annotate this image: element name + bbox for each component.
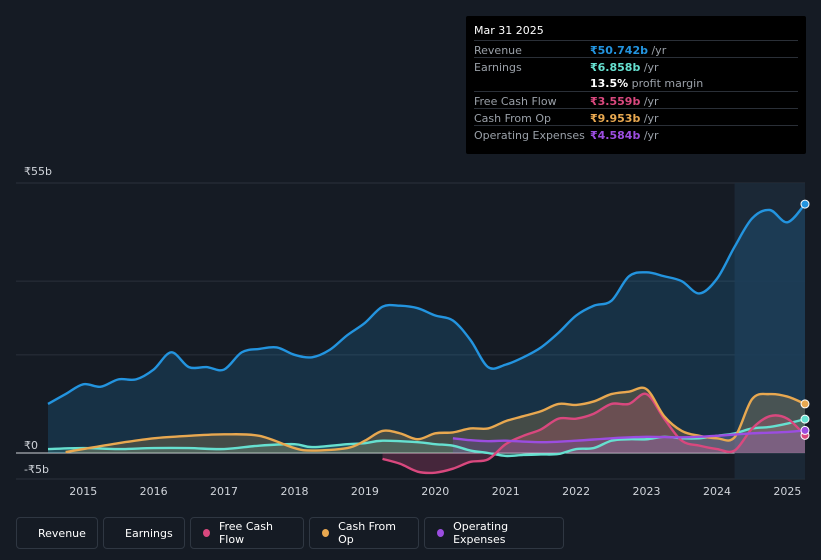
y-tick-label: -₹5b xyxy=(24,463,49,476)
legend-item-revenue[interactable]: Revenue xyxy=(16,517,98,549)
tooltip-row-cfo: Cash From Op ₹9.953b /yr xyxy=(474,108,798,126)
y-tick-label: ₹0 xyxy=(24,439,38,452)
legend-dot-icon xyxy=(322,529,330,537)
line-revenue xyxy=(47,203,806,405)
tooltip-row-revenue: Revenue ₹50.742b /yr xyxy=(474,40,798,58)
endpoint-earnings xyxy=(800,414,810,424)
tooltip-label: Operating Expenses xyxy=(474,129,585,142)
endpoint-cash-from-op xyxy=(800,399,810,409)
legend-dot-icon xyxy=(203,529,210,537)
line-operating-expenses xyxy=(452,429,806,444)
tooltip-date: Mar 31 2025 xyxy=(474,24,544,37)
legend-dot-icon xyxy=(437,529,445,537)
legend-item-earnings[interactable]: Earnings xyxy=(103,517,185,549)
tooltip-label: Earnings xyxy=(474,61,522,74)
tooltip-row-opex: Operating Expenses ₹4.584b /yr xyxy=(474,125,798,143)
line-free-cash-flow xyxy=(382,392,806,475)
legend-item-cash-from-op[interactable]: Cash From Op xyxy=(309,517,419,549)
x-tick-label: 2019 xyxy=(351,485,379,498)
x-tick-label: 2023 xyxy=(633,485,661,498)
tooltip-value: ₹9.953b /yr xyxy=(590,112,659,125)
tooltip-row-margin: 13.5% profit margin xyxy=(474,74,798,91)
x-tick-label: 2020 xyxy=(421,485,449,498)
endpoint-operating-expenses xyxy=(800,425,810,435)
x-tick-label: 2016 xyxy=(140,485,168,498)
tooltip: Mar 31 2025 Revenue ₹50.742b /yr Earning… xyxy=(466,16,806,154)
tooltip-label: Free Cash Flow xyxy=(474,95,557,108)
area-revenue xyxy=(48,204,805,453)
tooltip-value: 13.5% profit margin xyxy=(590,77,704,90)
tooltip-row-fcf: Free Cash Flow ₹3.559b /yr xyxy=(474,91,798,109)
x-tick-label: 2017 xyxy=(210,485,238,498)
tooltip-value: ₹4.584b /yr xyxy=(590,129,659,142)
tooltip-label: Revenue xyxy=(474,44,522,57)
x-tick-label: 2018 xyxy=(280,485,308,498)
legend: Revenue Earnings Free Cash Flow Cash Fro… xyxy=(16,517,564,549)
endpoint-revenue xyxy=(800,199,810,209)
legend-item-operating-expenses[interactable]: Operating Expenses xyxy=(424,517,564,549)
legend-item-free-cash-flow[interactable]: Free Cash Flow xyxy=(190,517,304,549)
x-tick-label: 2022 xyxy=(562,485,590,498)
area-earnings xyxy=(48,419,805,457)
tooltip-label: Cash From Op xyxy=(474,112,552,125)
x-tick-label: 2024 xyxy=(703,485,731,498)
x-tick-label: 2025 xyxy=(773,485,801,498)
x-tick-label: 2021 xyxy=(492,485,520,498)
tooltip-value: ₹50.742b /yr xyxy=(590,44,667,57)
tooltip-value: ₹3.559b /yr xyxy=(590,95,659,108)
y-tick-label: ₹55b xyxy=(24,165,52,178)
x-tick-label: 2015 xyxy=(69,485,97,498)
tooltip-value: ₹6.858b /yr xyxy=(590,61,659,74)
tooltip-row-earnings: Earnings ₹6.858b /yr xyxy=(474,57,798,75)
